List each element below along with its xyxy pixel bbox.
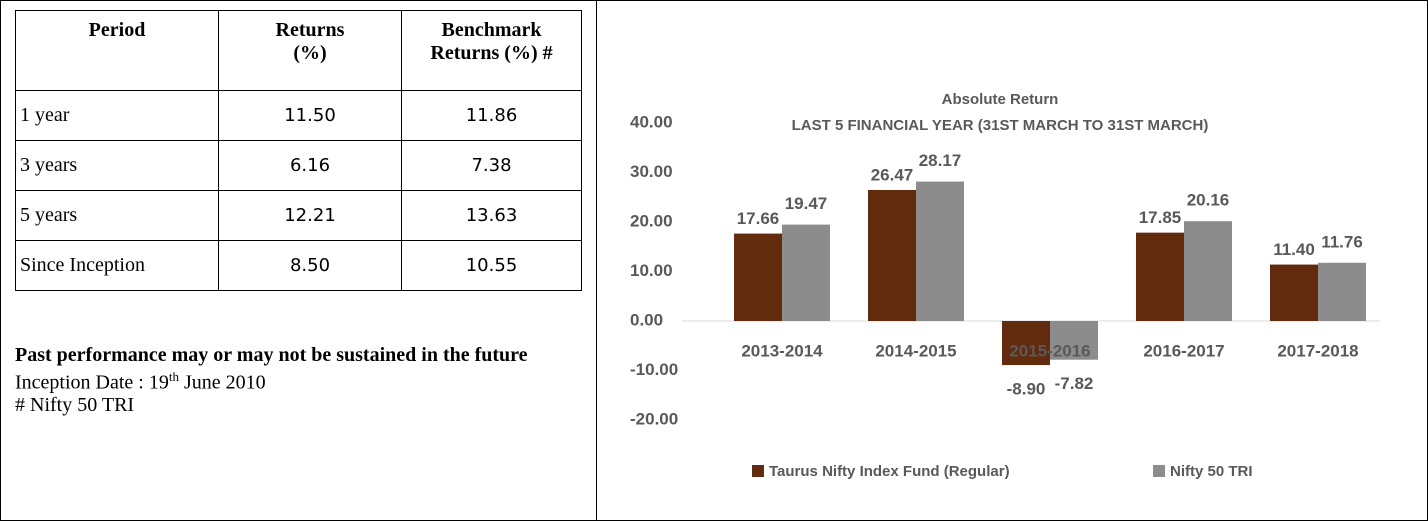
bar: [1136, 232, 1184, 321]
benchmark-note: # Nifty 50 TRI: [15, 393, 135, 416]
row: 1 year 11.50 11.86: [15, 90, 582, 141]
y-tick-label: 30.00: [630, 162, 673, 181]
header-cell: Returns (%): [218, 10, 402, 91]
data-label: 11.40: [1273, 240, 1315, 259]
data-label: -7.82: [1055, 374, 1094, 393]
cell: 12.21: [218, 190, 402, 241]
data-label: 17.66: [737, 209, 780, 228]
cell: Since Inception: [15, 240, 219, 291]
data-label: 17.85: [1139, 208, 1182, 227]
bar: [734, 233, 782, 321]
legend-label: Nifty 50 TRI: [1170, 463, 1253, 480]
bar: [1270, 264, 1318, 321]
inception-text: Inception Date : 19: [15, 371, 169, 394]
data-label: 11.76: [1321, 232, 1363, 251]
x-tick-label: 2016-2017: [1143, 341, 1224, 360]
y-tick-label: -10.00: [630, 360, 678, 379]
row: 5 years 12.21 13.63: [15, 190, 582, 241]
header-row: Period Returns (%) Benchmark Returns (%)…: [15, 10, 582, 91]
cell: 5 years: [15, 190, 219, 241]
data-label: 28.17: [919, 151, 962, 170]
y-tick-label: 0.00: [630, 310, 663, 329]
x-tick-label: 2014-2015: [875, 341, 956, 360]
row: Since Inception 8.50 10.55: [15, 240, 582, 291]
inception-text: June 2010: [178, 371, 266, 394]
data-label: 20.16: [1187, 191, 1230, 210]
bar: [916, 181, 964, 321]
header-text: Period: [88, 19, 146, 41]
chart-subtitle: LAST 5 FINANCIAL YEAR (31ST MARCH TO 31S…: [792, 117, 1209, 134]
legend-swatch: [1153, 465, 1165, 477]
cell: 13.63: [401, 190, 582, 241]
y-tick-label: 20.00: [630, 211, 673, 230]
cell: 10.55: [401, 240, 582, 291]
x-tick-label: 2015-2016: [1009, 341, 1090, 360]
y-tick-label: 40.00: [630, 112, 673, 131]
data-label: 26.47: [871, 165, 914, 184]
y-tick-label: -20.00: [630, 409, 678, 428]
header-text: Returns (%): [275, 19, 345, 64]
cell: 11.50: [218, 90, 402, 141]
bar: [1184, 221, 1232, 321]
cell: 3 years: [15, 140, 219, 191]
data-label: 19.47: [785, 194, 828, 213]
cell: 1 year: [15, 90, 219, 141]
chart: Absolute Return LAST 5 FINANCIAL YEAR (3…: [630, 91, 1380, 480]
cell: 7.38: [401, 140, 582, 191]
bar: [782, 224, 830, 321]
bar: [1002, 321, 1050, 366]
header-cell: Benchmark Returns (%) #: [401, 10, 582, 91]
data-label: -8.90: [1007, 380, 1046, 399]
chart-title: Absolute Return: [942, 91, 1059, 108]
y-tick-label: 10.00: [630, 261, 673, 280]
header-cell: Period: [15, 10, 219, 91]
disclaimer: Past performance may or may not be susta…: [15, 344, 528, 366]
x-tick-label: 2017-2018: [1277, 341, 1358, 360]
inception: Inception Date : 19th June 2010: [15, 366, 575, 394]
cell: 8.50: [218, 240, 402, 291]
legend-label: Taurus Nifty Index Fund (Regular): [769, 463, 1010, 480]
x-tick-label: 2013-2014: [741, 341, 823, 360]
bar: [868, 189, 916, 321]
bar: [1318, 262, 1366, 321]
bar: [1050, 321, 1098, 360]
divider: [596, 0, 597, 521]
row: 3 years 6.16 7.38: [15, 140, 582, 191]
returns-table: Period Returns (%) Benchmark Returns (%)…: [15, 10, 582, 291]
header-text: Benchmark Returns (%) #: [430, 19, 553, 64]
legend-swatch: [752, 465, 764, 477]
inception-sup: th: [168, 369, 179, 384]
notes: Past performance may or may not be susta…: [15, 344, 575, 416]
cell: 11.86: [401, 90, 582, 141]
cell: 6.16: [218, 140, 402, 191]
